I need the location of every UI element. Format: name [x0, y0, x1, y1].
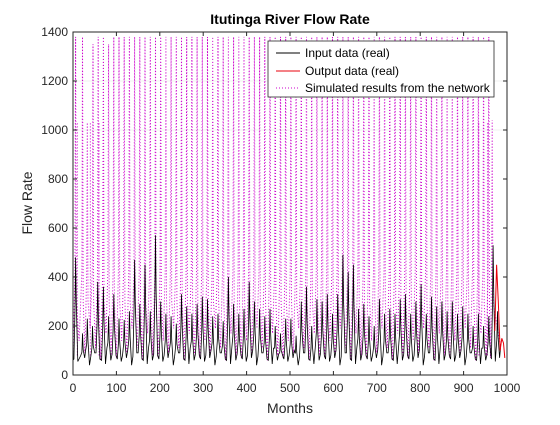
y-tick-label: 600	[48, 221, 68, 235]
x-axis-ticks: 0 100 200 300 400 500 600 700 800 900 1000	[70, 32, 521, 395]
y-tick-label: 1400	[41, 25, 68, 39]
x-tick-label: 600	[323, 381, 343, 395]
x-tick-label: 0	[70, 381, 77, 395]
series-output-line	[494, 264, 506, 358]
chart-title: Itutinga River Flow Rate	[210, 11, 370, 27]
x-tick-label: 100	[106, 381, 126, 395]
series-layer	[72, 36, 506, 366]
x-tick-label: 800	[410, 381, 430, 395]
legend-label-input: Input data (real)	[305, 46, 390, 60]
x-tick-label: 700	[367, 381, 387, 395]
x-tick-label: 1000	[494, 381, 521, 395]
x-tick-label: 500	[280, 381, 300, 395]
legend-label-output: Output data (real)	[305, 64, 399, 78]
y-tick-label: 0	[61, 368, 68, 382]
y-tick-label: 200	[48, 319, 68, 333]
series-input-line	[72, 235, 501, 366]
y-axis-ticks: 0 200 400 600 800 1000 1200 1400	[41, 25, 507, 382]
legend-box	[267, 40, 495, 98]
y-tick-label: 1200	[41, 74, 68, 88]
x-tick-label: 900	[454, 381, 474, 395]
x-tick-label: 300	[193, 381, 213, 395]
x-axis-title: Months	[267, 400, 313, 416]
y-axis-title: Flow Rate	[19, 171, 35, 234]
y-tick-label: 1000	[41, 123, 68, 137]
y-tick-label: 400	[48, 270, 68, 284]
legend: Input data (real) Output data (real) Sim…	[267, 40, 495, 98]
series-simulated-line	[72, 36, 501, 361]
x-tick-label: 200	[150, 381, 170, 395]
legend-label-simulated: Simulated results from the network	[305, 81, 491, 95]
x-tick-label: 400	[237, 381, 257, 395]
y-tick-label: 800	[48, 172, 68, 186]
